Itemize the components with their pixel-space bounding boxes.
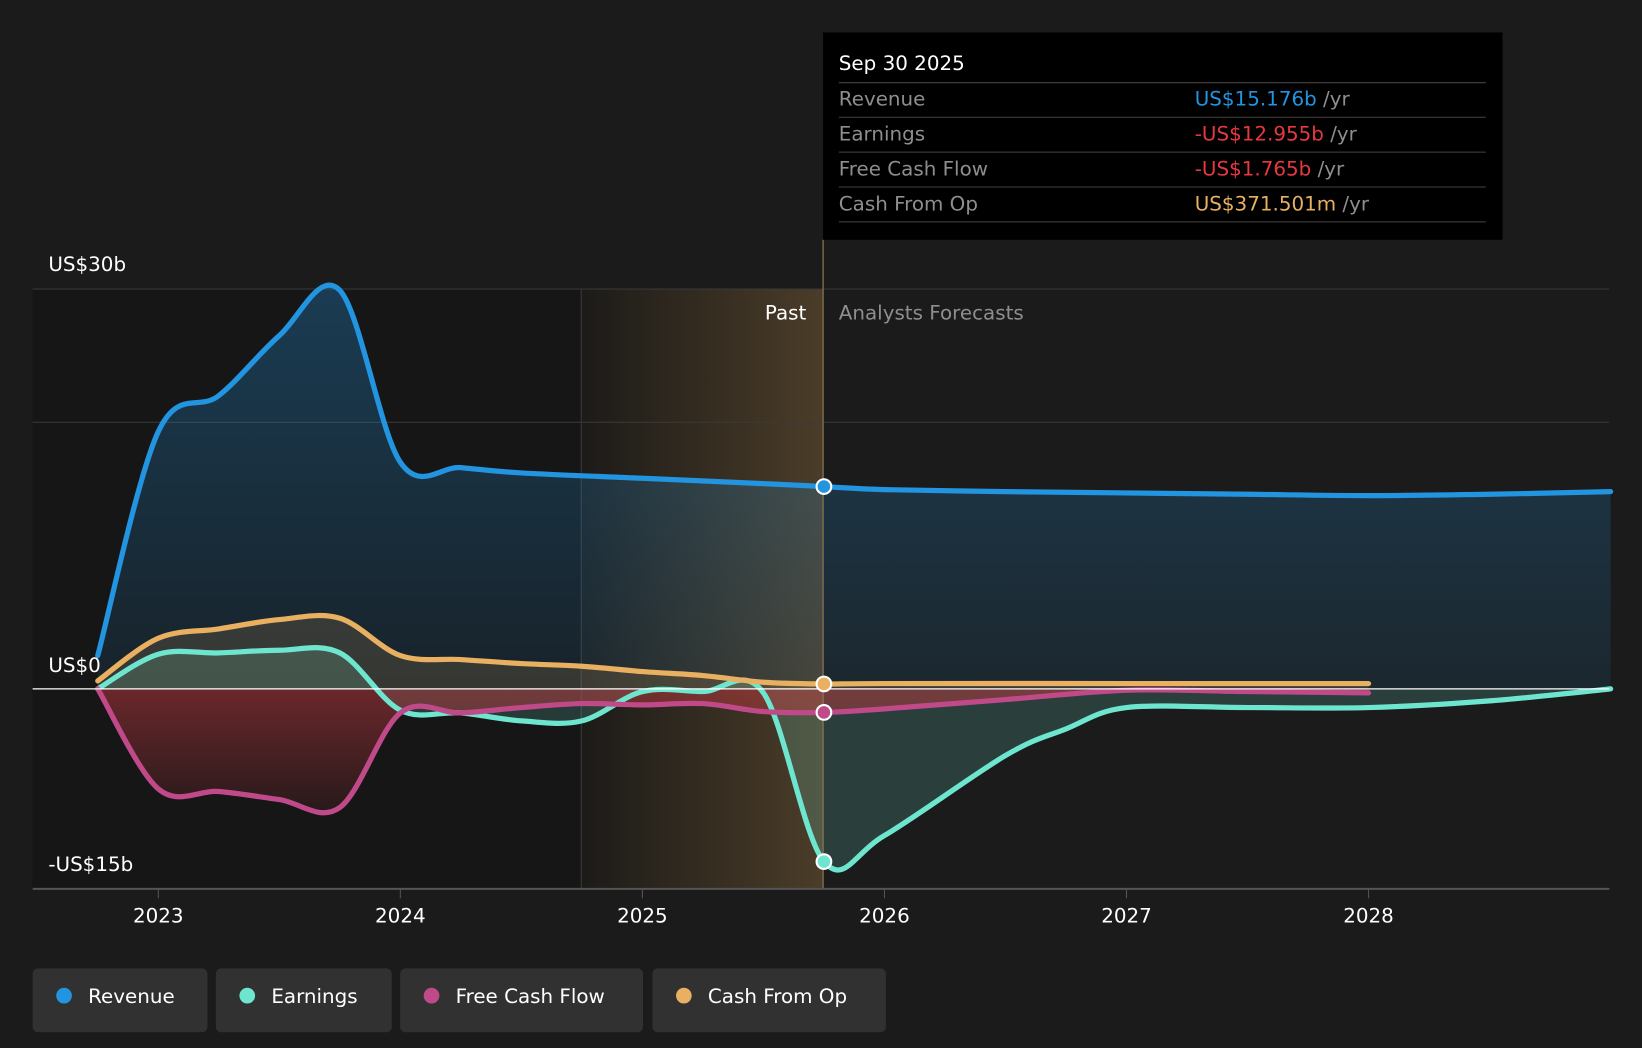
cash-from-op-area bbox=[97, 615, 1369, 689]
legend-item-cash-from-op[interactable]: Cash From Op bbox=[652, 968, 886, 1033]
legend-dot-icon bbox=[56, 987, 72, 1004]
earnings-line bbox=[95, 645, 1614, 873]
earnings-marker[interactable] bbox=[815, 853, 833, 870]
tooltip-row: Cash From Op US$371.501m /yr bbox=[838, 192, 1486, 223]
revenue-marker[interactable] bbox=[815, 478, 833, 495]
legend-label: Free Cash Flow bbox=[456, 985, 605, 1008]
legend-item-free-cash-flow[interactable]: Free Cash Flow bbox=[400, 968, 644, 1033]
x-tick-label: 2024 bbox=[375, 904, 426, 927]
free-cash-flow-area bbox=[97, 688, 1369, 813]
tooltip-date: Sep 30 2025 bbox=[839, 52, 965, 75]
x-tick-label: 2028 bbox=[1343, 904, 1394, 927]
tooltip-row: Revenue US$15.176b /yr bbox=[838, 88, 1486, 118]
tooltip-row-label: Cash From Op bbox=[839, 192, 978, 215]
tooltip-row-value: US$371.501m /yr bbox=[1195, 192, 1370, 215]
tooltip-row-value: -US$1.765b /yr bbox=[1195, 157, 1345, 180]
tooltip-row-value: US$15.176b /yr bbox=[1195, 88, 1351, 111]
cash-from-op-marker[interactable] bbox=[815, 675, 833, 693]
y-tick-label: US$30b bbox=[48, 253, 126, 276]
legend-item-earnings[interactable]: Earnings bbox=[215, 968, 392, 1033]
forecast-label: Analysts Forecasts bbox=[839, 301, 1024, 324]
legend-label: Revenue bbox=[88, 985, 175, 1008]
tooltip: Sep 30 2025 Revenue US$15.176b /yr Earning… bbox=[823, 32, 1503, 240]
past-label: Past bbox=[765, 301, 807, 324]
legend-dot-icon bbox=[675, 987, 692, 1004]
legend-dot-icon bbox=[239, 987, 256, 1004]
free-cash-flow-marker[interactable] bbox=[815, 704, 833, 721]
legend-label: Earnings bbox=[271, 985, 357, 1008]
x-tick-label: 2026 bbox=[859, 904, 910, 927]
tooltip-row: Free Cash Flow -US$1.765b /yr bbox=[838, 157, 1486, 188]
x-tick-label: 2025 bbox=[617, 904, 668, 927]
y-tick-label: -US$15b bbox=[48, 853, 133, 876]
legend-item-revenue[interactable]: Revenue bbox=[32, 968, 208, 1033]
legend-dot-icon bbox=[423, 987, 440, 1004]
tooltip-row-label: Free Cash Flow bbox=[839, 157, 988, 180]
y-tick-label: US$0 bbox=[48, 654, 100, 677]
tooltip-row-label: Revenue bbox=[839, 88, 926, 111]
free-cash-flow-line bbox=[95, 686, 1372, 816]
tooltip-row-value: -US$12.955b /yr bbox=[1195, 123, 1358, 146]
legend-label: Cash From Op bbox=[708, 985, 847, 1008]
tooltip-row: Earnings -US$12.955b /yr bbox=[838, 123, 1486, 153]
cash-from-op-line bbox=[95, 612, 1372, 687]
revenue-area bbox=[97, 285, 1611, 689]
tooltip-row-label: Earnings bbox=[839, 123, 925, 146]
revenue-line bbox=[95, 282, 1614, 659]
x-tick-label: 2027 bbox=[1101, 904, 1152, 927]
x-tick-label: 2023 bbox=[133, 904, 184, 927]
